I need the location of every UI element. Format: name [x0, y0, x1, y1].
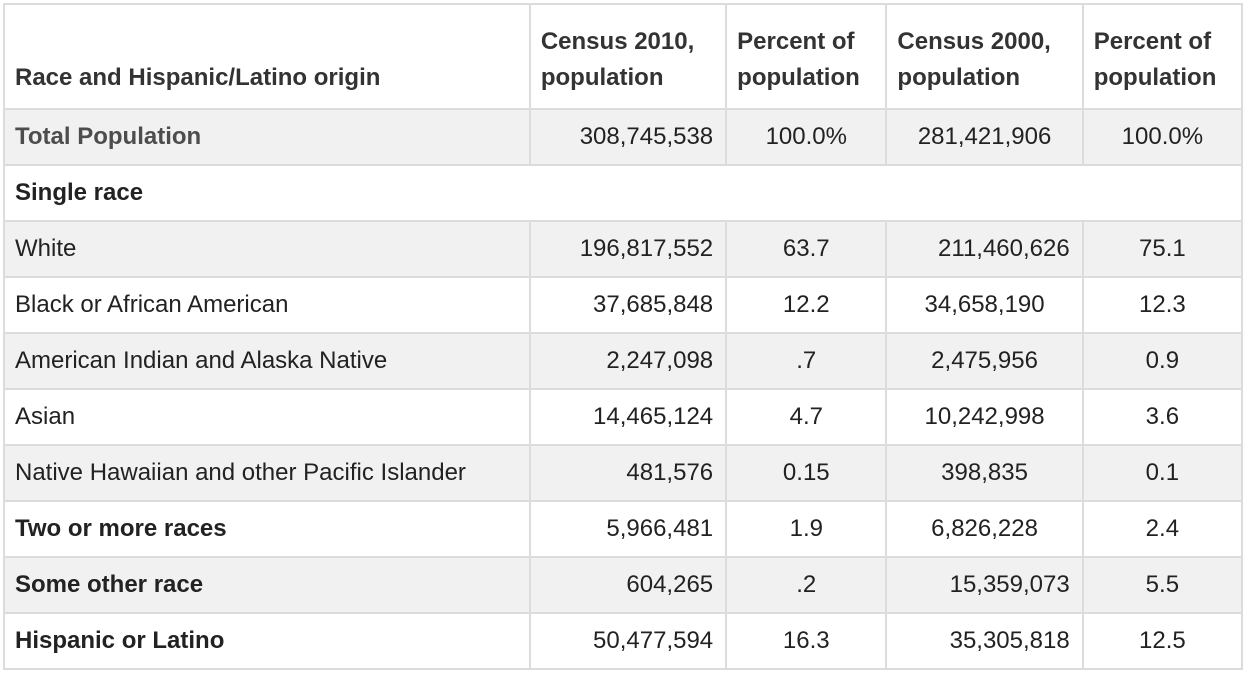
table-row: Native Hawaiian and other Pacific Island…: [3, 444, 1244, 502]
census-2000-value: 281,421,906: [885, 108, 1084, 166]
percent-2000-value: 3.6: [1081, 388, 1244, 446]
row-label: Black or African American: [3, 276, 531, 334]
percent-2010-value: 12.2: [725, 276, 888, 334]
percent-2000-value: 75.1: [1081, 220, 1244, 278]
percent-2010-value: 16.3: [725, 612, 888, 670]
table-row: Single race: [3, 164, 1243, 222]
table-row: Some other race 604,265 .2 15,359,073 5.…: [3, 556, 1244, 614]
percent-2000-value: 0.1: [1081, 444, 1244, 502]
percent-2010-value: 1.9: [725, 500, 888, 558]
section-label: Single race: [3, 164, 1243, 222]
census-2000-value: 211,460,626: [885, 220, 1084, 278]
row-label: White: [3, 220, 531, 278]
census-2010-value: 2,247,098: [528, 332, 728, 390]
percent-2000-value: 0.9: [1081, 332, 1244, 390]
header-census-2000: Census 2000, population: [885, 3, 1084, 110]
row-label: Native Hawaiian and other Pacific Island…: [3, 444, 531, 502]
census-2010-value: 37,685,848: [528, 276, 728, 334]
table-row: Black or African American 37,685,848 12.…: [3, 276, 1244, 334]
percent-2000-value: 100.0%: [1081, 108, 1244, 166]
census-2000-value: 35,305,818: [885, 612, 1084, 670]
census-2010-value: 196,817,552: [528, 220, 728, 278]
percent-2000-value: 12.3: [1081, 276, 1244, 334]
percent-2000-value: 2.4: [1081, 500, 1244, 558]
table-row: Total Population 308,745,538 100.0% 281,…: [3, 108, 1244, 166]
census-2000-value: 10,242,998: [885, 388, 1084, 446]
census-2000-value: 34,658,190: [885, 276, 1084, 334]
census-table: Race and Hispanic/Latino origin Census 2…: [3, 3, 1244, 670]
table-row: Two or more races 5,966,481 1.9 6,826,22…: [3, 500, 1244, 558]
table-row: American Indian and Alaska Native 2,247,…: [3, 332, 1244, 390]
header-percent-2000: Percent of population: [1081, 3, 1244, 110]
percent-2010-value: 63.7: [725, 220, 888, 278]
census-2010-value: 481,576: [528, 444, 728, 502]
row-label: Hispanic or Latino: [3, 612, 531, 670]
row-label: Two or more races: [3, 500, 531, 558]
census-2000-value: 6,826,228: [885, 500, 1084, 558]
census-2010-value: 5,966,481: [528, 500, 728, 558]
header-census-2010: Census 2010, population: [528, 3, 728, 110]
census-2000-value: 398,835: [885, 444, 1084, 502]
percent-2010-value: 0.15: [725, 444, 888, 502]
percent-2000-value: 12.5: [1081, 612, 1244, 670]
row-label: Some other race: [3, 556, 531, 614]
census-2010-value: 50,477,594: [528, 612, 728, 670]
percent-2010-value: 4.7: [725, 388, 888, 446]
row-label: American Indian and Alaska Native: [3, 332, 531, 390]
table-row: Hispanic or Latino 50,477,594 16.3 35,30…: [3, 612, 1244, 670]
table-row: White 196,817,552 63.7 211,460,626 75.1: [3, 220, 1244, 278]
census-2010-value: 14,465,124: [528, 388, 728, 446]
percent-2000-value: 5.5: [1081, 556, 1244, 614]
header-percent-2010: Percent of population: [725, 3, 888, 110]
percent-2010-value: .7: [725, 332, 888, 390]
header-row: Race and Hispanic/Latino origin Census 2…: [3, 3, 1244, 110]
census-2000-value: 2,475,956: [885, 332, 1084, 390]
header-origin: Race and Hispanic/Latino origin: [3, 3, 531, 110]
percent-2010-value: .2: [725, 556, 888, 614]
census-2000-value: 15,359,073: [885, 556, 1084, 614]
percent-2010-value: 100.0%: [725, 108, 888, 166]
table-row: Asian 14,465,124 4.7 10,242,998 3.6: [3, 388, 1244, 446]
row-label: Total Population: [3, 108, 531, 166]
census-2010-value: 604,265: [528, 556, 728, 614]
row-label: Asian: [3, 388, 531, 446]
census-2010-value: 308,745,538: [528, 108, 728, 166]
